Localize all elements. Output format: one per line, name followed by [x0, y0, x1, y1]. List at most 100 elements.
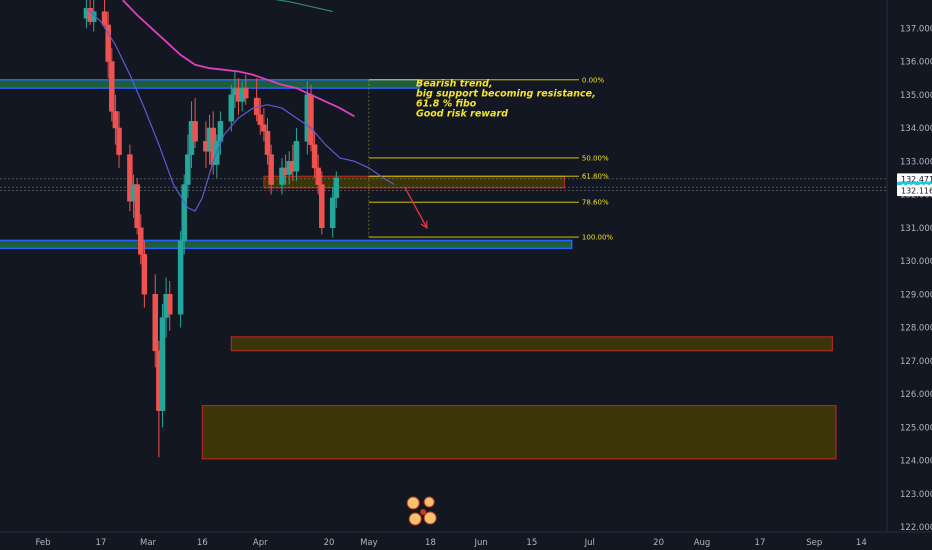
candle-body-13	[152, 294, 159, 352]
y-tick-label-2: 124.000	[900, 457, 932, 467]
zone-orange-3	[230, 336, 833, 352]
badge-center	[420, 509, 427, 515]
annotation-layer: Bearish trend, big support becoming resi…	[416, 78, 596, 119]
candle-body-36	[264, 131, 271, 155]
x-tick-label-10: Jul	[584, 538, 595, 548]
x-tick-label-11: 20	[653, 538, 664, 548]
x-tick-label-0: Feb	[35, 538, 50, 548]
ma-line-long	[274, 0, 333, 13]
candle-body-38	[279, 167, 285, 185]
y-tick-label-4: 126.000	[900, 390, 932, 400]
y-tick-label-8: 130.000	[900, 257, 932, 267]
candle-body-27	[217, 121, 224, 142]
watermark-badge	[406, 496, 437, 526]
candle-body-3	[101, 11, 108, 26]
y-tick-label-0: 122.000	[900, 523, 932, 533]
candle-body-17	[166, 294, 173, 315]
candle-body-48	[329, 197, 336, 229]
annotation-line-2: 61.8 % fibo	[416, 98, 477, 109]
candle-body-11	[138, 227, 144, 255]
fib-label-0: 0.00%	[582, 76, 605, 84]
badge-dot-1	[406, 496, 420, 510]
candle-body-37	[268, 154, 274, 185]
candle-body-28	[228, 94, 235, 122]
price-tag-label-0: 132.471	[901, 175, 932, 184]
candle-body-45	[311, 144, 318, 169]
fib-label-2: 61.80%	[582, 173, 609, 181]
x-tick-label-4: Apr	[253, 538, 268, 548]
y-tick-label-3: 125.000	[900, 423, 932, 433]
candle-body-20	[185, 154, 191, 185]
y-tick-label-11: 133.000	[900, 157, 932, 167]
x-tick-label-15: 14	[856, 538, 867, 548]
y-tick-label-6: 128.000	[900, 324, 932, 334]
zone-green-0	[0, 79, 421, 89]
annotation-line-1: big support becoming resistance,	[416, 88, 596, 99]
arrow-layer	[404, 187, 428, 229]
x-tick-label-12: Aug	[694, 538, 711, 548]
zone-orange-2	[263, 175, 565, 189]
price-tag-bg-0	[897, 173, 932, 185]
fib-label-1: 50.00%	[582, 154, 609, 162]
x-axis-bg	[0, 532, 932, 550]
candle-body-8	[127, 154, 133, 202]
fib-layer: 0.00% 50.00% 61.80% 78.60% 100.00%	[368, 76, 613, 242]
candle-body-47	[319, 184, 325, 229]
x-tick-label-5: 20	[324, 538, 335, 548]
moving-averages-layer	[86, 0, 395, 212]
candle-body-35	[261, 124, 267, 132]
y-tick-label-5: 127.000	[900, 357, 932, 367]
x-tick-label-13: 17	[755, 538, 766, 548]
ma-line-slow	[122, 0, 355, 118]
zones-layer	[0, 79, 887, 460]
y-tick-label-9: 131.000	[900, 224, 932, 234]
candle-body-34	[257, 114, 264, 125]
candle-body-10	[134, 184, 140, 229]
arrow-head	[420, 220, 428, 229]
x-tick-label-6: May	[360, 538, 378, 548]
badge-dot-4	[423, 511, 437, 525]
candle-body-44	[308, 94, 314, 145]
y-tick-label-14: 136.000	[900, 58, 932, 68]
candle-body-49	[333, 177, 340, 199]
candle-body-15	[159, 317, 166, 411]
zone-green-1	[0, 239, 573, 250]
y-tick-label-1: 123.000	[900, 490, 932, 500]
annotation-line-3: Good risk reward	[416, 108, 508, 119]
y-tick-label-12: 134.000	[900, 124, 932, 134]
candle-body-4	[105, 24, 111, 62]
y-axis-bg	[887, 0, 932, 550]
badge-dot-2	[423, 496, 435, 508]
x-tick-label-14: Sep	[806, 538, 822, 548]
price-tag-label-2: 132.116	[901, 187, 932, 196]
candle-body-22	[192, 121, 198, 142]
candle-body-42	[293, 141, 300, 172]
candle-body-18	[177, 240, 184, 315]
y-tick-label-13: 135.000	[900, 91, 932, 101]
fib-label-4: 100.00%	[582, 234, 613, 242]
candle-body-7	[116, 127, 122, 155]
x-tick-label-3: 16	[197, 538, 208, 548]
candle-body-6	[112, 111, 119, 129]
x-tick-label-2: Mar	[140, 538, 157, 548]
y-tick-label-15: 137.000	[900, 24, 932, 34]
badge-dot-3	[408, 512, 422, 526]
annotation-line-0: Bearish trend,	[416, 78, 493, 89]
candle-body-19	[181, 184, 187, 242]
x-tick-label-9: 15	[526, 538, 537, 548]
candle-body-32	[243, 87, 249, 99]
ma-line-fast	[86, 7, 395, 212]
x-tick-label-7: 18	[425, 538, 436, 548]
candle-body-46	[315, 167, 321, 185]
x-tick-label-8: Jun	[474, 538, 488, 548]
y-tick-label-7: 129.000	[900, 290, 932, 300]
candle-body-5	[109, 61, 115, 112]
fib-label-3: 78.60%	[582, 199, 609, 207]
candle-body-12	[141, 254, 148, 295]
price-tag-bg-2	[897, 185, 932, 197]
zone-orange-4	[201, 405, 837, 460]
x-tick-label-1: 17	[96, 538, 107, 548]
arrow-shaft	[404, 187, 428, 229]
